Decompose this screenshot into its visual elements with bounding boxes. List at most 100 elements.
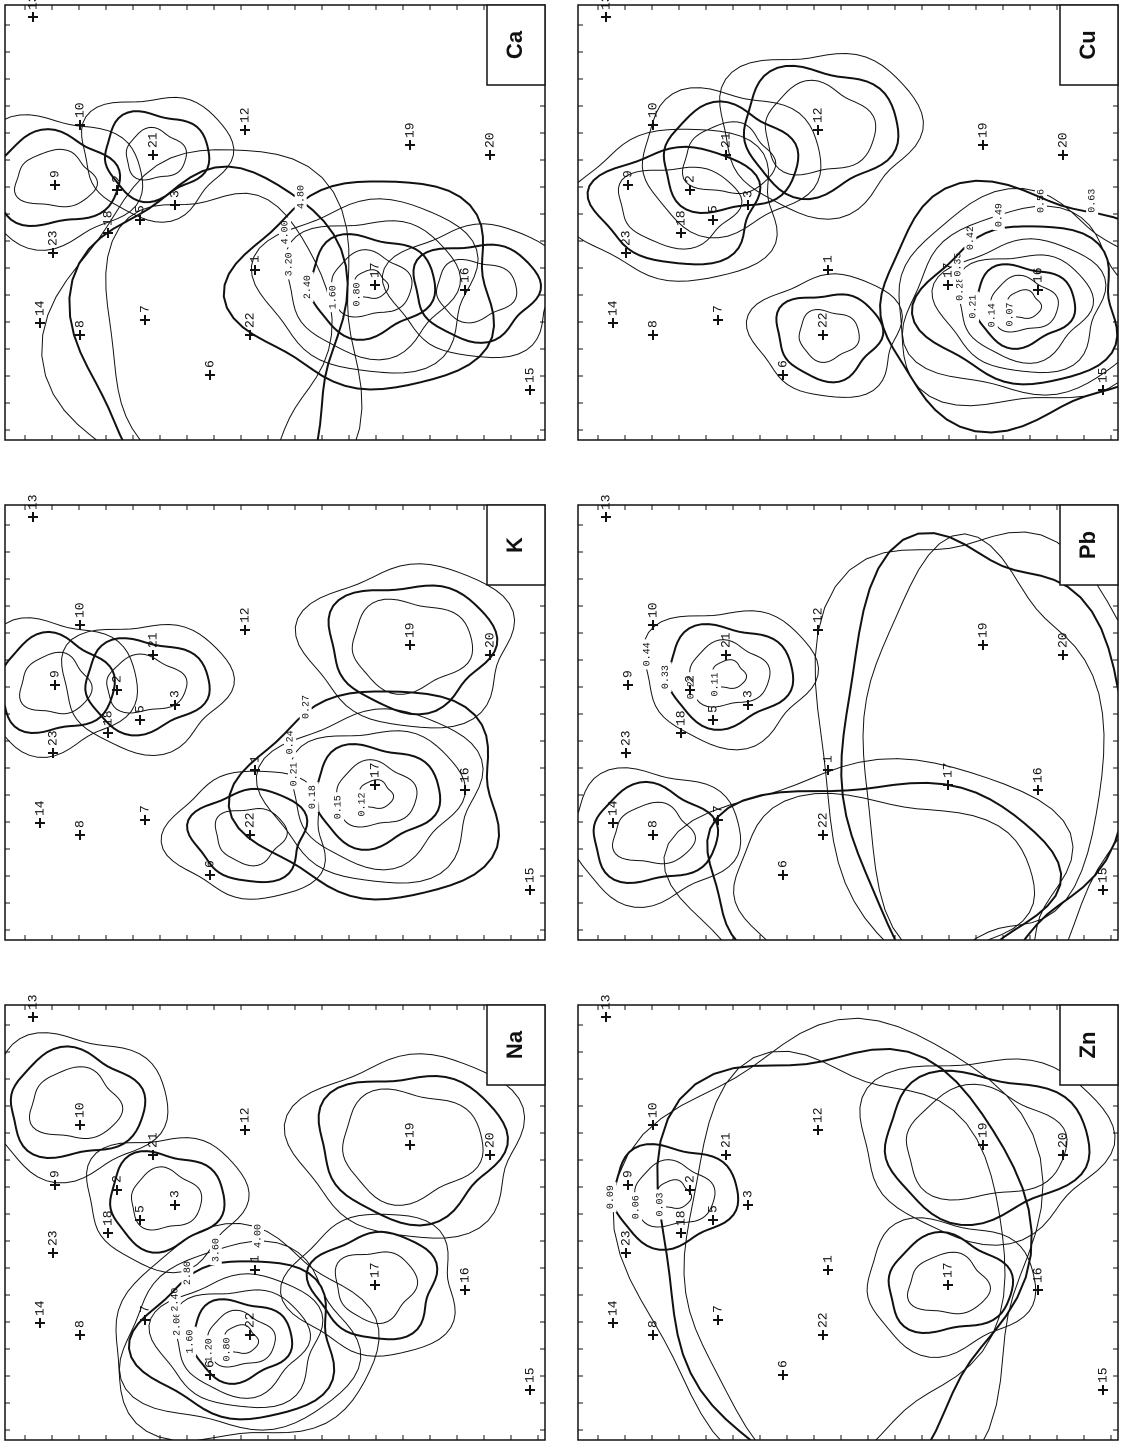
station-marker	[623, 1180, 633, 1190]
contour-label: 3.60	[211, 1238, 222, 1262]
station-label: 14	[32, 300, 47, 316]
station-label: 1	[247, 255, 262, 263]
contour-line	[343, 1089, 484, 1205]
contour-line	[42, 150, 362, 522]
station-marker	[978, 140, 988, 150]
station-label: 8	[645, 320, 660, 328]
station-marker	[721, 650, 731, 660]
station-label: 9	[47, 1170, 62, 1178]
station-label: 5	[132, 205, 147, 213]
contour-line	[815, 532, 1123, 1015]
station-label: 1	[820, 255, 835, 263]
station-label: 10	[645, 1102, 660, 1118]
frame	[5, 505, 545, 940]
station-label: 2	[109, 675, 124, 683]
station-label: 16	[1030, 767, 1045, 783]
station-label: 3	[167, 1190, 182, 1198]
station-label: 6	[202, 1360, 217, 1368]
station-marker	[1033, 785, 1043, 795]
station-label: 9	[620, 1170, 635, 1178]
contour-label: 0.21	[969, 295, 980, 319]
station-marker	[1058, 1150, 1068, 1160]
station-label: 23	[618, 1230, 633, 1246]
contour-line	[707, 783, 1061, 1004]
station-marker	[75, 330, 85, 340]
contour-line	[684, 1051, 1005, 1450]
station-marker	[405, 640, 415, 650]
station-marker	[75, 1120, 85, 1130]
station-marker	[648, 120, 658, 130]
station-marker	[50, 180, 60, 190]
station-marker	[621, 1248, 631, 1258]
map-panel: 0.030.060.091314823102112192011716156227…	[578, 994, 1118, 1450]
station-marker	[75, 830, 85, 840]
station-label: 10	[72, 1102, 87, 1118]
station-label: 16	[457, 767, 472, 783]
contour-label: 0.28	[956, 277, 967, 301]
station-marker	[943, 1280, 953, 1290]
station-label: 8	[72, 1320, 87, 1328]
contour-label: 0.11	[711, 672, 722, 696]
station-label: 23	[618, 730, 633, 746]
station-marker	[75, 620, 85, 630]
contour-label: 2.40	[303, 275, 314, 299]
station-marker	[140, 315, 150, 325]
station-label: 18	[100, 1210, 115, 1226]
station-marker	[608, 1318, 618, 1328]
contour-label: 0.56	[1037, 189, 1048, 213]
map-panel: 0.110.220.330.44131482310211219201171615…	[572, 494, 1123, 1015]
contour-line	[105, 111, 209, 202]
contour-label: 0.07	[1006, 302, 1017, 326]
station-marker	[685, 1185, 695, 1195]
contour-line	[11, 1046, 146, 1158]
station-label: 10	[645, 102, 660, 118]
figure: 0.801.602.403.204.004.801314823102112192…	[0, 0, 1123, 1450]
station-label: 23	[618, 230, 633, 246]
station-label: 5	[132, 705, 147, 713]
station-label: 3	[167, 690, 182, 698]
contour-label: 0.12	[358, 792, 369, 816]
station-marker	[1058, 150, 1068, 160]
station-marker	[140, 1315, 150, 1325]
contour-label: 0.03	[656, 1192, 667, 1216]
station-label: 17	[367, 1262, 382, 1278]
station-marker	[713, 1315, 723, 1325]
station-label: 17	[367, 262, 382, 278]
contour-label: 1.60	[329, 285, 340, 309]
station-marker	[370, 1280, 380, 1290]
station-marker	[240, 125, 250, 135]
station-label: 22	[242, 1312, 257, 1328]
station-marker	[370, 280, 380, 290]
station-marker	[485, 1150, 495, 1160]
station-marker	[818, 830, 828, 840]
station-marker	[818, 330, 828, 340]
station-label: 15	[1095, 367, 1110, 383]
station-label: 10	[645, 602, 660, 618]
contour-line	[281, 1214, 456, 1356]
contour-label: 2.00	[173, 1312, 184, 1336]
station-marker	[250, 1265, 260, 1275]
station-label: 7	[137, 305, 152, 313]
station-label: 23	[45, 1230, 60, 1246]
station-marker	[1098, 385, 1108, 395]
station-label: 8	[645, 820, 660, 828]
station-label: 20	[482, 1132, 497, 1148]
station-label: 23	[45, 730, 60, 746]
station-label: 7	[137, 1305, 152, 1313]
station-label: 15	[1095, 867, 1110, 883]
station-label: 12	[810, 1107, 825, 1123]
station-marker	[28, 12, 38, 22]
contour-line	[776, 294, 883, 382]
contour-label: 0.63	[1088, 189, 1099, 213]
station-label: 14	[32, 800, 47, 816]
station-label: 19	[402, 122, 417, 138]
map-panel: 0.801.602.403.204.004.801314823102112192…	[0, 0, 559, 522]
station-label: 6	[775, 1360, 790, 1368]
station-label: 6	[202, 360, 217, 368]
station-label: 1	[247, 1255, 262, 1263]
station-marker	[1033, 1285, 1043, 1295]
contour-label: 0.15	[334, 795, 345, 819]
station-label: 21	[145, 132, 160, 148]
station-marker	[648, 1330, 658, 1340]
station-label: 21	[145, 632, 160, 648]
